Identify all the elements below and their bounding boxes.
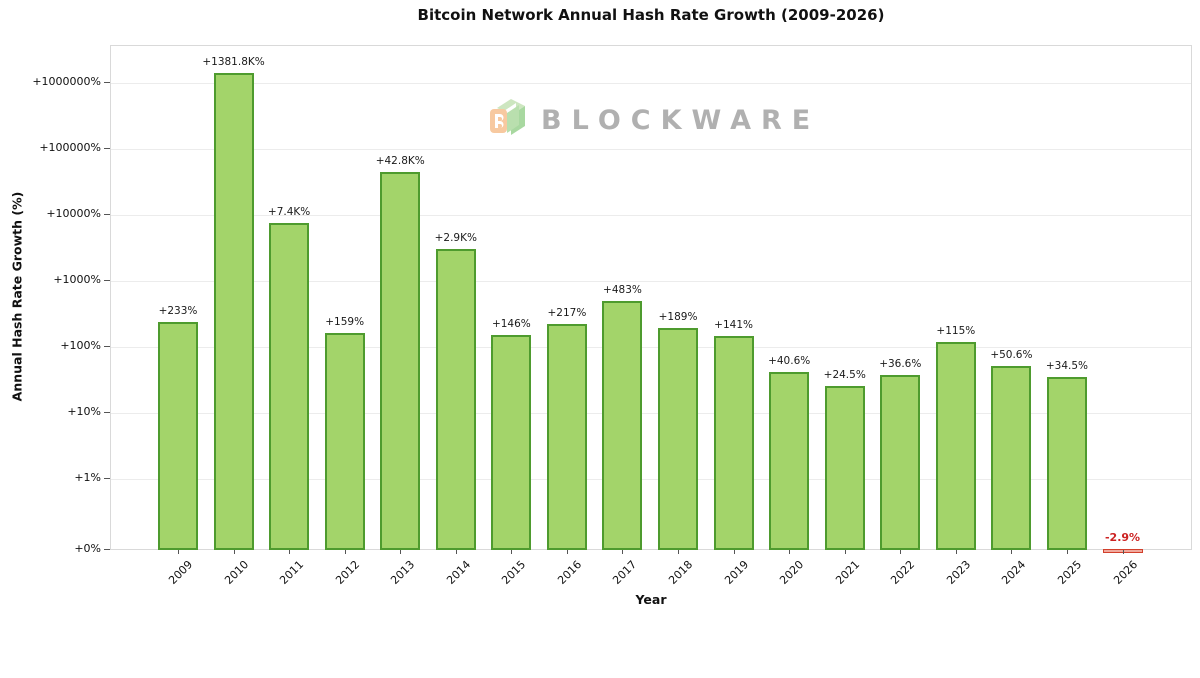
gridline-10000 [111,215,1191,216]
brand-watermark: BLOCKWARE [487,96,820,144]
bar-value-label-2017: +483% [603,283,642,296]
gridline-1000 [111,281,1191,282]
x-tick-mark-2021 [844,550,846,554]
x-tick-mark-2012 [344,550,346,554]
bar-2020 [769,371,810,550]
gridline-1 [111,479,1191,480]
bar-value-label-2021: +24.5% [823,369,866,382]
x-tick-label-2024: 2024 [999,558,1029,587]
bar-value-label-2014: +2.9K% [434,232,477,245]
x-tick-mark-2009 [178,550,179,554]
y-tick-label-7: +1000000% [32,75,101,88]
x-tick-label-2012: 2012 [332,558,362,587]
y-tick-mark-1 [104,478,110,479]
y-tick-mark-0 [104,549,110,550]
bar-2012 [324,332,365,550]
x-tick-mark-2018 [678,550,680,554]
gridline-10 [111,413,1191,414]
x-tick-mark-2022 [900,550,902,554]
x-tick-mark-2020 [789,550,791,554]
x-tick-label-2023: 2023 [944,558,974,587]
y-tick-label-5: +10000% [46,207,101,220]
y-tick-mark-7 [104,82,110,83]
bar-2016 [546,323,587,550]
x-tick-label-2026: 2026 [1110,558,1140,587]
bar-2010 [213,72,254,550]
bar-value-label-2022: +36.6% [879,357,922,370]
y-tick-mark-4 [104,280,110,281]
y-tick-label-4: +1000% [53,273,101,286]
y-tick-mark-2 [104,412,110,413]
x-tick-mark-2014 [455,550,457,554]
y-tick-label-2: +10% [67,405,101,418]
x-tick-mark-2019 [733,550,735,554]
gridline-100 [111,347,1191,348]
bar-value-label-2016: +217% [547,306,587,319]
x-tick-mark-2013 [400,550,402,554]
chart-title: Bitcoin Network Annual Hash Rate Growth … [417,6,885,24]
bar-value-label-2026: -2.9% [1104,531,1141,544]
x-tick-mark-2017 [622,550,624,554]
y-tick-mark-6 [104,148,110,149]
bar-value-label-2023: +115% [936,324,976,337]
bar-2023 [935,341,976,550]
bar-value-label-2018: +189% [658,310,698,323]
y-tick-label-0: +0% [74,542,101,555]
x-tick-label-2013: 2013 [388,558,418,587]
bar-2022 [880,374,921,550]
blockware-logo-icon [490,99,525,135]
x-tick-label-2009: 2009 [166,558,196,587]
x-tick-mark-2025 [1066,550,1068,554]
y-tick-mark-5 [104,214,110,215]
x-tick-mark-2026 [1122,550,1124,554]
x-tick-mark-2015 [511,550,513,554]
gridline-1000000 [111,83,1191,84]
bar-value-label-2012: +159% [325,315,365,328]
x-tick-mark-2024 [1011,550,1013,554]
x-tick-mark-2016 [566,550,568,554]
bar-2014 [435,249,476,550]
bar-2025 [1046,376,1087,550]
bar-2019 [713,336,754,550]
bar-value-label-2019: +141% [714,319,753,332]
x-tick-label-2011: 2011 [277,558,307,587]
bar-2015 [491,335,532,550]
bar-2024 [991,365,1032,550]
x-tick-label-2022: 2022 [888,558,918,587]
x-tick-label-2010: 2010 [221,558,251,587]
bar-2009 [158,321,198,550]
bar-2017 [602,300,643,550]
bar-value-label-2024: +50.6% [990,348,1033,361]
x-tick-label-2025: 2025 [1055,558,1085,587]
gridline-100000 [111,149,1191,150]
bar-2013 [380,172,421,550]
bar-value-label-2013: +42.8K% [375,155,425,168]
x-tick-mark-2023 [955,550,957,554]
x-axis-title: Year [635,592,667,607]
y-tick-label-3: +100% [60,339,101,352]
y-axis-title: Annual Hash Rate Growth (%) [9,191,25,402]
bar-value-label-2011: +7.4K% [267,205,311,218]
bar-value-label-2010: +1381.8K% [202,55,265,68]
x-tick-mark-2010 [233,550,235,554]
x-tick-mark-2011 [289,550,291,554]
bar-2018 [658,327,699,550]
bar-2021 [824,386,865,550]
y-tick-mark-3 [104,346,110,347]
y-tick-label-6: +100000% [39,141,101,154]
bar-value-label-2009: +233% [158,304,198,317]
brand-watermark-text: BLOCKWARE [541,104,821,136]
bar-value-label-2020: +40.6% [768,354,811,367]
bar-value-label-2025: +34.5% [1045,359,1089,372]
bar-value-label-2015: +146% [491,318,531,331]
bar-2011 [269,222,310,550]
y-tick-label-1: +1% [74,471,101,484]
